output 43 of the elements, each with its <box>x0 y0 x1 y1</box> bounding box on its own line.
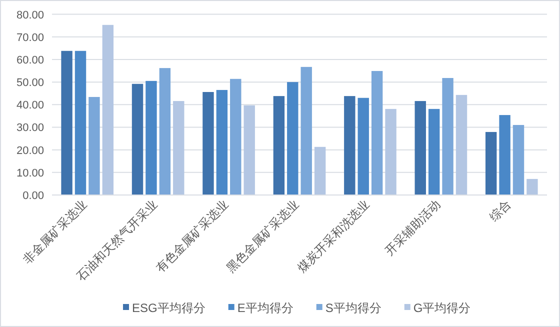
x-tick-label: 综合 <box>486 197 514 224</box>
bar <box>173 101 184 195</box>
y-tick-label: 20.00 <box>16 144 44 157</box>
legend-label: E平均得分 <box>237 301 294 315</box>
legend-label: ESG平均得分 <box>132 301 206 315</box>
bar <box>159 68 171 195</box>
bar <box>74 50 86 195</box>
y-tick-label: 10.00 <box>16 167 44 180</box>
bar <box>230 78 242 195</box>
bar <box>526 178 538 195</box>
bar <box>202 92 214 195</box>
bar <box>132 84 144 195</box>
bar <box>244 105 255 195</box>
bar <box>287 82 298 195</box>
bar <box>300 66 312 195</box>
bar <box>102 24 114 195</box>
y-tick-label: 40.00 <box>16 100 44 112</box>
bar <box>371 70 383 195</box>
y-tick-label: 70.00 <box>16 32 44 44</box>
y-tick-label: 50.00 <box>16 77 44 90</box>
bar <box>512 124 524 195</box>
bar <box>61 50 72 195</box>
bar <box>428 108 440 195</box>
bar <box>485 132 497 195</box>
bar <box>456 94 468 195</box>
legend-label: S平均得分 <box>325 301 382 315</box>
bar <box>499 115 510 195</box>
legend-label: G平均得分 <box>413 301 471 315</box>
bar <box>273 96 285 195</box>
bar <box>344 96 356 195</box>
bar <box>146 80 157 195</box>
bar <box>385 108 396 195</box>
bar <box>414 101 426 195</box>
y-tick-label: 30.00 <box>16 122 44 134</box>
y-tick-label: 60.00 <box>16 54 44 66</box>
bar <box>314 146 326 195</box>
bar <box>358 98 369 195</box>
x-tick-label: 开采辅助活动 <box>382 197 444 258</box>
bar <box>88 96 100 195</box>
bar <box>442 78 454 195</box>
y-tick-label: 80.00 <box>16 9 44 22</box>
y-tick-label: 0.00 <box>22 190 44 202</box>
bar <box>216 90 228 195</box>
